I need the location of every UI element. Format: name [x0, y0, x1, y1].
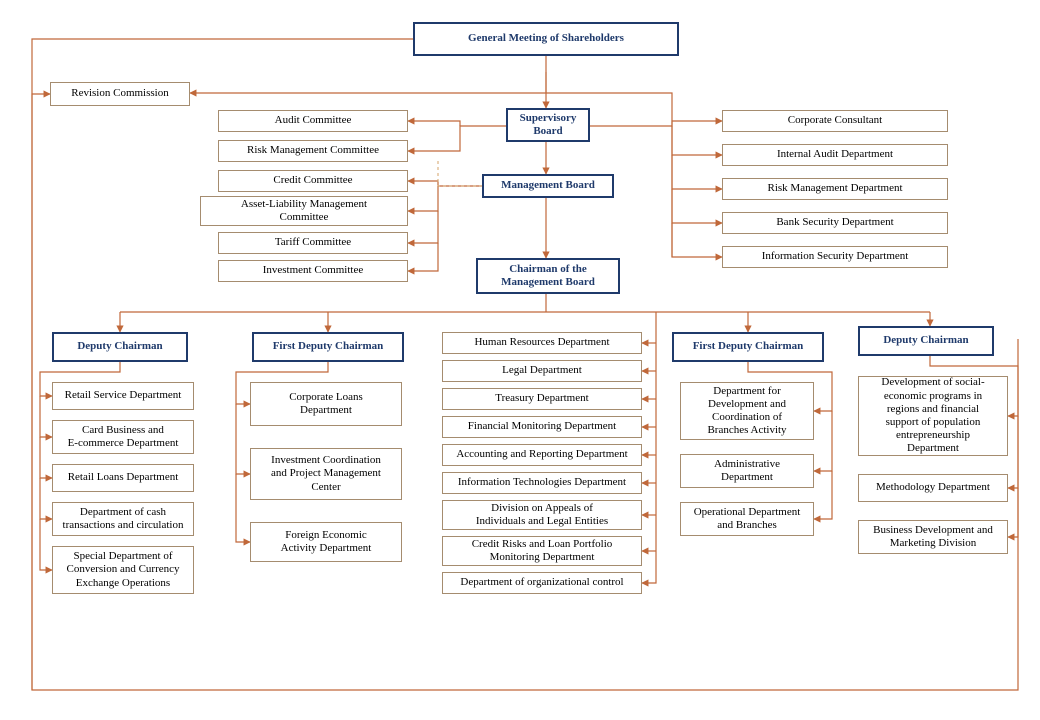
edge	[672, 189, 722, 223]
node-infsecd: Information Security Department	[722, 246, 948, 268]
node-card: Card Business and E-commerce Department	[52, 420, 194, 454]
node-secd: Bank Security Department	[722, 212, 948, 234]
node-branches: Department for Development and Coordinat…	[680, 382, 814, 440]
node-mb: Management Board	[482, 174, 614, 198]
node-acc: Accounting and Reporting Department	[442, 444, 642, 466]
node-method: Methodology Department	[858, 474, 1008, 502]
node-invcoord: Investment Coordination and Project Mana…	[250, 448, 402, 500]
edge	[672, 223, 722, 257]
node-corpc: Corporate Consultant	[722, 110, 948, 132]
node-fx: Special Department of Conversion and Cur…	[52, 546, 194, 594]
node-cash: Department of cash transactions and circ…	[52, 502, 194, 536]
node-fea: Foreign Economic Activity Department	[250, 522, 402, 562]
edge	[408, 126, 506, 151]
edge	[672, 126, 722, 155]
edge	[40, 478, 52, 519]
node-iaud: Internal Audit Department	[722, 144, 948, 166]
edge	[40, 396, 52, 437]
node-retail: Retail Service Department	[52, 382, 194, 410]
node-credrisk: Credit Risks and Loan Portfolio Monitori…	[442, 536, 642, 566]
node-oper: Operational Department and Branches	[680, 502, 814, 536]
node-riskd: Risk Management Department	[722, 178, 948, 200]
node-social: Development of social- economic programs…	[858, 376, 1008, 456]
node-admin: Administrative Department	[680, 454, 814, 488]
node-orgctl: Department of organizational control	[442, 572, 642, 594]
edge	[438, 160, 482, 186]
edge	[408, 121, 460, 126]
node-credc: Credit Committee	[218, 170, 408, 192]
edge	[190, 72, 546, 93]
node-hr: Human Resources Department	[442, 332, 642, 354]
node-dc2: Deputy Chairman	[858, 326, 994, 356]
edge	[590, 121, 722, 126]
edge	[408, 181, 482, 186]
edge	[236, 474, 250, 542]
node-it: Information Technologies Department	[442, 472, 642, 494]
node-tarc: Tariff Committee	[218, 232, 408, 254]
node-appeals: Division on Appeals of Individuals and L…	[442, 500, 642, 530]
node-tre: Treasury Department	[442, 388, 642, 410]
node-invc: Investment Committee	[218, 260, 408, 282]
edge	[408, 211, 438, 243]
edge	[236, 404, 250, 474]
edge	[642, 312, 656, 583]
node-rloans: Retail Loans Department	[52, 464, 194, 492]
node-audc: Audit Committee	[218, 110, 408, 132]
node-bizdev: Business Development and Marketing Divis…	[858, 520, 1008, 554]
edge	[672, 155, 722, 189]
edge	[40, 519, 52, 570]
node-cloans: Corporate Loans Department	[250, 382, 402, 426]
node-sup: Supervisory Board	[506, 108, 590, 142]
node-fdc1: First Deputy Chairman	[252, 332, 404, 362]
edge	[1008, 488, 1018, 537]
node-legal: Legal Department	[442, 360, 642, 382]
node-almc: Asset-Liability Management Committee	[200, 196, 408, 226]
node-cmb: Chairman of the Management Board	[476, 258, 620, 294]
edge	[814, 471, 832, 519]
edge	[408, 243, 438, 271]
edge	[814, 411, 832, 471]
edge	[1008, 416, 1018, 488]
edge	[408, 186, 438, 211]
node-dc1: Deputy Chairman	[52, 332, 188, 362]
node-finmon: Financial Monitoring Department	[442, 416, 642, 438]
edge	[32, 94, 50, 690]
edge	[40, 437, 52, 478]
node-riskc: Risk Management Committee	[218, 140, 408, 162]
node-gms: General Meeting of Shareholders	[413, 22, 679, 56]
node-rev: Revision Commission	[50, 82, 190, 106]
node-fdc2: First Deputy Chairman	[672, 332, 824, 362]
